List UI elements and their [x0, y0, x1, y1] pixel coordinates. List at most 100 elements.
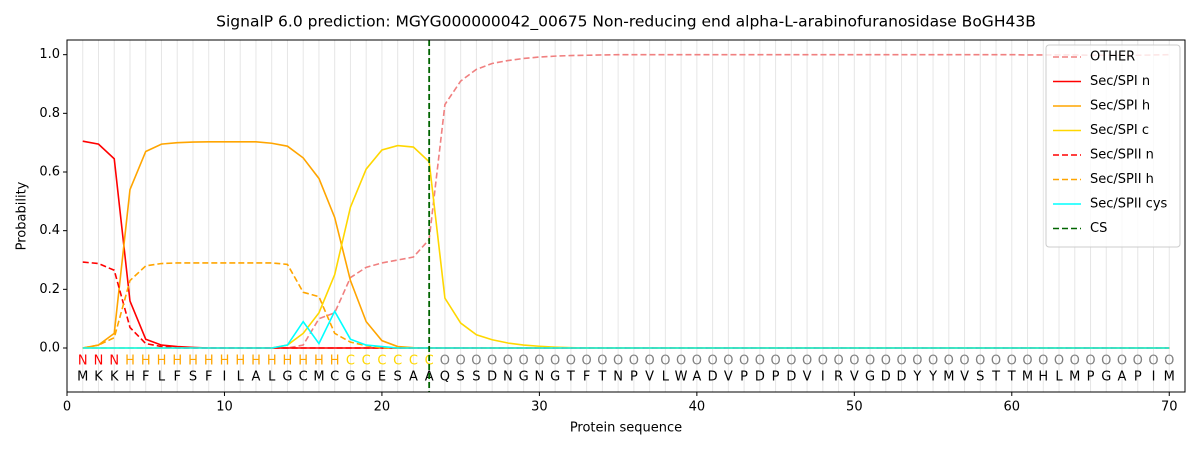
residue-label: O — [582, 354, 592, 369]
residue: I — [1152, 370, 1156, 385]
y-tick-label: 1.0 — [39, 47, 60, 62]
residue-label: C — [377, 354, 386, 369]
residue: G — [865, 370, 875, 385]
x-tick-label: 50 — [846, 400, 863, 415]
legend-label: CS — [1090, 221, 1107, 236]
residue: R — [834, 370, 843, 385]
residue-label: H — [188, 354, 198, 369]
residue: P — [772, 370, 780, 385]
residue-label: O — [865, 354, 875, 369]
residue: V — [850, 370, 859, 385]
residue: N — [613, 370, 623, 385]
residue: I — [223, 370, 227, 385]
residue-label: O — [471, 354, 481, 369]
residue: T — [566, 370, 575, 385]
series-line — [82, 140, 1170, 349]
y-tick-label: 0.8 — [39, 106, 60, 121]
legend-label: OTHER — [1090, 50, 1135, 65]
residue: Q — [440, 370, 450, 385]
residue: E — [378, 370, 386, 385]
residue: P — [1134, 370, 1142, 385]
residue: M — [1069, 370, 1080, 385]
residue-label: H — [235, 354, 245, 369]
residue-label: C — [393, 354, 402, 369]
residue-label: H — [141, 354, 151, 369]
residue: D — [487, 370, 497, 385]
residue: V — [645, 370, 654, 385]
residue: M — [943, 370, 954, 385]
residue-label: O — [692, 354, 702, 369]
residue-label: O — [1117, 354, 1127, 369]
residue: H — [1038, 370, 1048, 385]
residue-label: O — [613, 354, 623, 369]
residue-label: O — [833, 354, 843, 369]
residue: L — [662, 370, 670, 385]
series-line — [82, 144, 1170, 349]
residue-label: H — [267, 354, 277, 369]
residue-label: O — [487, 354, 497, 369]
series-line — [82, 140, 1170, 349]
residue: P — [1087, 370, 1095, 385]
residue: D — [897, 370, 907, 385]
chart-title: SignalP 6.0 prediction: MGYG000000042_00… — [216, 13, 1036, 32]
plot-frame — [66, 39, 1186, 393]
residue-label: H — [204, 354, 214, 369]
residue-label: O — [1070, 354, 1080, 369]
residue-label: H — [157, 354, 167, 369]
residue: S — [976, 370, 984, 385]
residue-label: O — [896, 354, 906, 369]
legend-box — [1045, 44, 1181, 248]
residue: T — [597, 370, 606, 385]
residue-label: O — [597, 354, 607, 369]
residue-label: H — [330, 354, 340, 369]
y-tick-label: 0.0 — [39, 341, 60, 356]
y-tick-label: 0.2 — [39, 282, 60, 297]
residue: K — [94, 370, 103, 385]
series-line — [82, 261, 1170, 349]
residue: P — [740, 370, 748, 385]
residue-label: H — [220, 354, 230, 369]
residue: A — [409, 370, 418, 385]
residue: N — [535, 370, 545, 385]
residue-label: O — [818, 354, 828, 369]
residue-label: O — [881, 354, 891, 369]
residue-label: O — [566, 354, 576, 369]
residue-label: O — [739, 354, 749, 369]
residue: C — [330, 370, 339, 385]
residue-label: O — [676, 354, 686, 369]
residue: N — [503, 370, 513, 385]
residue-label: C — [362, 354, 371, 369]
residue-label: O — [928, 354, 938, 369]
residue-label: O — [1054, 354, 1064, 369]
residue: K — [110, 370, 119, 385]
residue: L — [158, 370, 166, 385]
residue-label: H — [172, 354, 182, 369]
residue-label: N — [78, 354, 88, 369]
residue: D — [786, 370, 796, 385]
residue: F — [583, 370, 590, 385]
residue: Y — [912, 370, 921, 385]
x-tick-label: 40 — [689, 400, 706, 415]
residue-label: O — [755, 354, 765, 369]
residue-label: O — [660, 354, 670, 369]
legend-label: Sec/SPI c — [1090, 123, 1149, 138]
legend-label: Sec/SPII h — [1090, 172, 1154, 187]
residue-label: O — [629, 354, 639, 369]
residue: T — [991, 370, 1000, 385]
residue-label: O — [1148, 354, 1158, 369]
residue-label: C — [346, 354, 355, 369]
legend-label: Sec/SPI h — [1090, 99, 1150, 114]
residue-label: O — [534, 354, 544, 369]
residue: G — [519, 370, 529, 385]
residue-label: O — [786, 354, 796, 369]
residue-label: O — [1101, 354, 1111, 369]
residue: V — [960, 370, 969, 385]
residue-label: O — [991, 354, 1001, 369]
residue-label: H — [125, 354, 135, 369]
residue: D — [708, 370, 718, 385]
residue-label: O — [456, 354, 466, 369]
residue-label: O — [1038, 354, 1048, 369]
y-tick-label: 0.6 — [39, 165, 60, 180]
